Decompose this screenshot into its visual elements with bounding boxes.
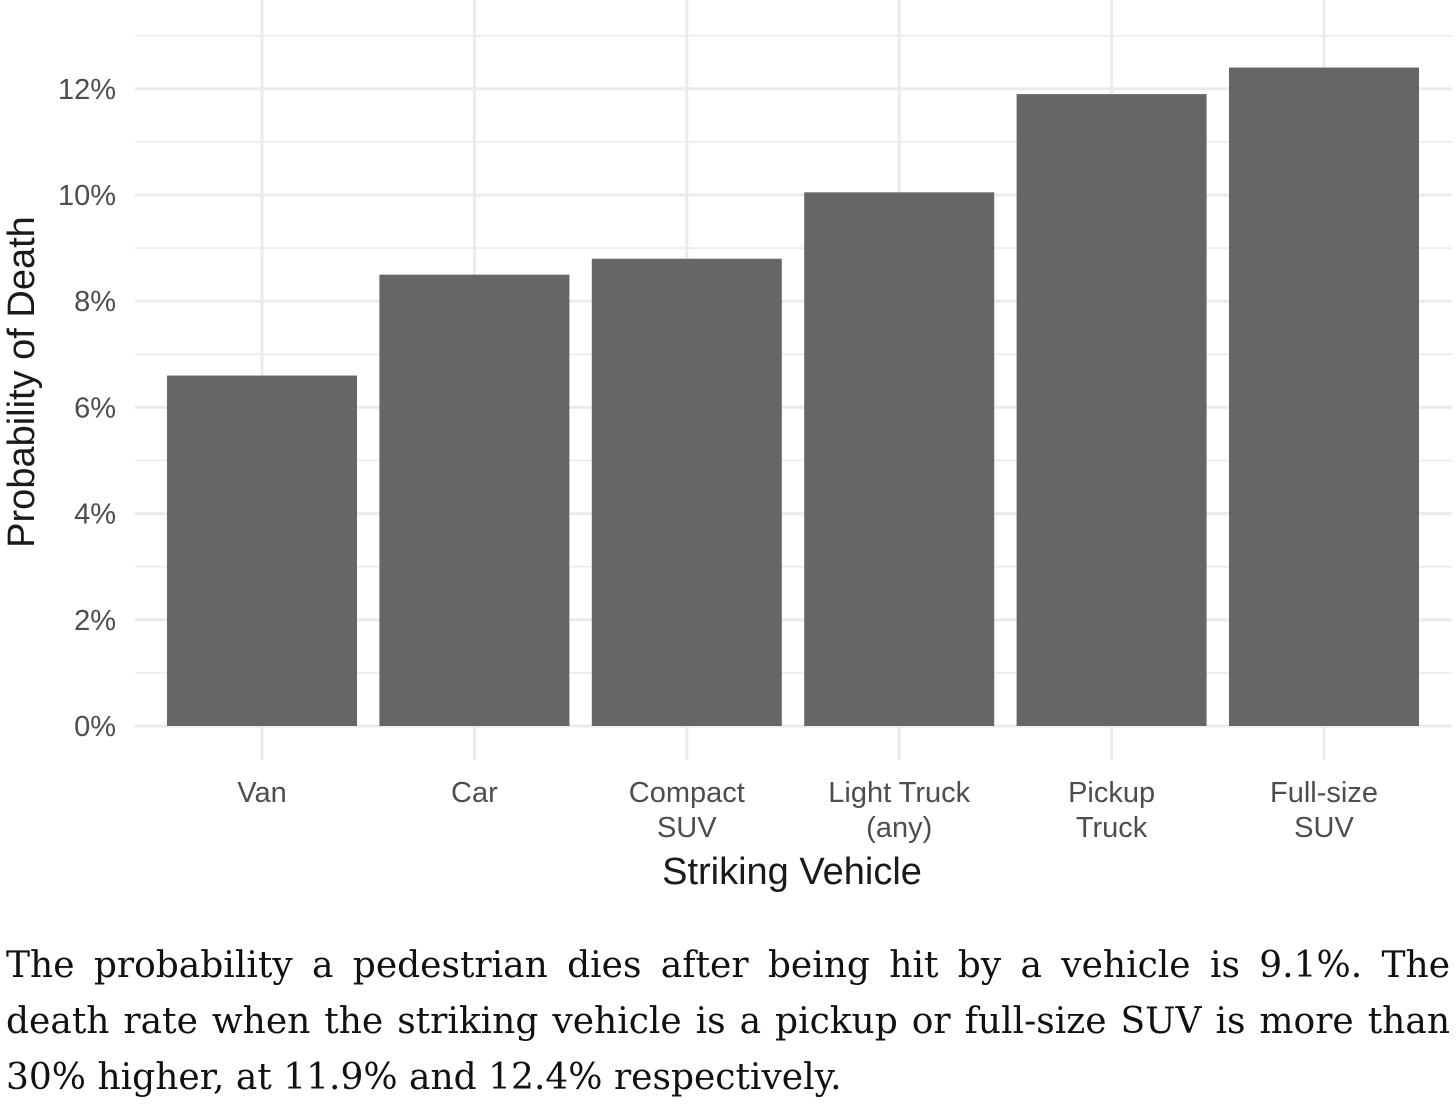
bars: [167, 67, 1419, 727]
x-tick-label-line: Van: [237, 777, 286, 809]
y-tick-label: 6%: [74, 392, 116, 424]
x-tick-label-line: Compact: [629, 777, 745, 809]
bar: [591, 258, 782, 726]
x-tick-label-line: Truck: [1076, 812, 1148, 844]
y-tick-label: 0%: [74, 711, 116, 743]
y-tick-label: 8%: [74, 286, 116, 318]
x-tick-label: Compact SUV: [629, 777, 745, 844]
y-tick-label: 12%: [58, 74, 116, 106]
x-tick-label-line: (any): [866, 812, 932, 844]
x-tick-label-line: Light Truck: [828, 777, 970, 809]
x-tick-label-line: Car: [451, 777, 498, 809]
x-tick-label-line: Full-size: [1270, 777, 1378, 809]
x-axis-title: Striking Vehicle: [662, 851, 922, 893]
x-tick-label-line: SUV: [1294, 812, 1354, 844]
bar: [804, 192, 995, 727]
bar: [379, 274, 570, 726]
x-tick-label: Van: [237, 777, 286, 809]
bar: [1016, 94, 1207, 727]
x-tick-label: Light Truck (any): [828, 777, 970, 844]
y-tick-labels: 0% 2% 4% 6% 8% 10% 12%: [58, 74, 116, 743]
y-tick-label: 4%: [74, 499, 116, 531]
x-tick-label: Pickup Truck: [1068, 777, 1155, 844]
y-tick-label: 10%: [58, 180, 116, 212]
bar: [167, 375, 357, 726]
x-tick-label: Car: [451, 777, 498, 809]
x-tick-label-line: SUV: [657, 812, 717, 844]
y-tick-label: 2%: [74, 605, 116, 637]
bar: [1229, 67, 1419, 726]
figure-caption: The probability a pedestrian dies after …: [6, 945, 1450, 1098]
x-tick-label-line: Pickup: [1068, 777, 1155, 809]
x-tick-label: Full-size SUV: [1270, 777, 1378, 844]
y-axis-title: Probability of Death: [1, 216, 43, 548]
